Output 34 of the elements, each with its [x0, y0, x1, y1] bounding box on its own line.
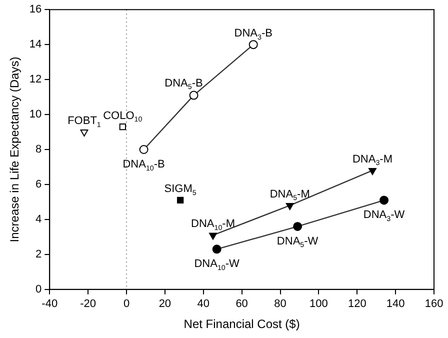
y-tick-label: 4	[36, 213, 42, 226]
point	[248, 40, 258, 50]
point	[380, 196, 389, 205]
point	[286, 202, 294, 210]
point	[176, 196, 184, 204]
point	[368, 168, 376, 175]
point	[212, 244, 222, 254]
x-tick-label: 140	[386, 298, 405, 310]
x-tick-label: 120	[348, 298, 366, 310]
point	[209, 232, 217, 240]
x-tick-label: 100	[310, 298, 328, 310]
y-tick-label: 10	[29, 108, 42, 121]
y-tick-label: 14	[29, 38, 42, 51]
x-tick-label: 60	[236, 298, 248, 310]
x-tick-label: 40	[197, 298, 210, 310]
x-tick-label: 0	[123, 298, 130, 310]
y-tick-label: 16	[29, 4, 42, 16]
y-tick-label: 12	[29, 74, 42, 86]
y-tick-label: 0	[36, 283, 42, 296]
y-tick-label: 2	[36, 248, 42, 260]
y-axis-title: Increase in Life Expectancy (Days)	[8, 56, 22, 242]
x-axis-title: Net Financial Cost ($)	[184, 317, 300, 332]
point	[293, 222, 302, 231]
point	[119, 123, 126, 130]
point	[80, 130, 88, 137]
x-tick-label: 160	[424, 298, 444, 310]
y-tick-label: 6	[36, 178, 42, 191]
x-tick-label: -20	[80, 298, 96, 310]
y-tick-label: 8	[36, 144, 42, 156]
point	[139, 145, 148, 154]
point	[189, 90, 198, 100]
x-tick-label: 80	[274, 298, 286, 310]
x-tick-label: -40	[42, 298, 58, 310]
x-tick-label: 20	[158, 298, 172, 310]
